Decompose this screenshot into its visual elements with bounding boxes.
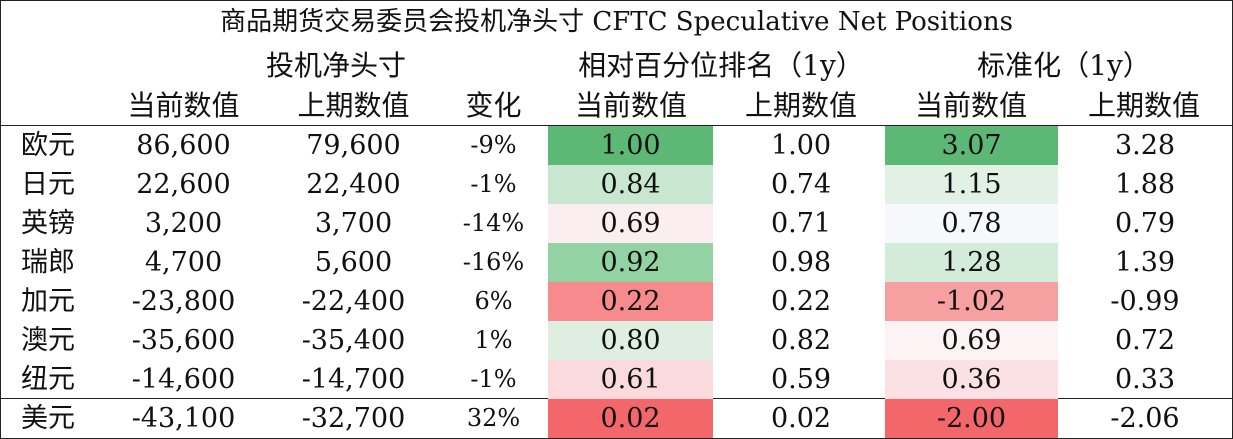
standardized-previous-value: 1.39 <box>1114 247 1176 278</box>
standardized-previous-value: 1.88 <box>1114 169 1176 200</box>
group-header-standardized: 标准化（1y） <box>977 49 1151 82</box>
table-row: 英镑 3,200 3,700 -14% 0.69 0.71 0.78 0.79 <box>1 204 1232 243</box>
header-divider <box>1 125 1232 126</box>
percentile-current-value: 0.84 <box>548 165 713 204</box>
standardized-previous-value: 0.33 <box>1114 364 1176 395</box>
currency-name: 瑞郎 <box>21 247 75 278</box>
net-current-value: -14,600 <box>131 364 236 395</box>
group-header-net-position: 投机净头寸 <box>265 49 406 82</box>
standardized-previous-value: 3.28 <box>1114 130 1176 161</box>
net-previous-value: -35,400 <box>301 325 406 356</box>
currency-name: 美元 <box>21 403 75 434</box>
net-previous-value: 22,400 <box>306 169 401 200</box>
currency-name: 日元 <box>21 169 75 200</box>
sub-header-std-previous: 上期数值 <box>1087 89 1200 122</box>
percentile-current-value: 0.02 <box>548 399 713 438</box>
sub-header-net-current: 当前数值 <box>127 89 240 122</box>
standardized-current-value: 0.78 <box>885 204 1058 243</box>
net-current-value: 22,600 <box>136 169 231 200</box>
standardized-current-value: -2.00 <box>885 399 1058 438</box>
change-value: -16% <box>462 248 525 276</box>
change-value: -14% <box>462 209 525 237</box>
standardized-current-value: 3.07 <box>885 126 1058 165</box>
net-previous-value: 3,700 <box>314 208 393 239</box>
net-current-value: 86,600 <box>136 130 231 161</box>
table-row: 美元 -43,100 -32,700 32% 0.02 0.02 -2.00 -2.06 <box>1 399 1232 438</box>
percentile-current-value: 0.69 <box>548 204 713 243</box>
percentile-current-value: 1.00 <box>548 126 713 165</box>
currency-name: 澳元 <box>21 325 75 356</box>
change-value: 1% <box>474 326 513 354</box>
standardized-previous-value: 0.79 <box>1114 208 1176 239</box>
percentile-previous-value: 0.02 <box>770 403 832 434</box>
percentile-previous-value: 0.82 <box>770 325 832 356</box>
change-value: -1% <box>470 365 517 393</box>
percentile-previous-value: 0.22 <box>770 286 832 317</box>
table-row: 瑞郎 4,700 5,600 -16% 0.92 0.98 1.28 1.39 <box>1 243 1232 282</box>
standardized-previous-value: -0.99 <box>1110 286 1180 317</box>
net-current-value: 4,700 <box>144 247 223 278</box>
table-row: 澳元 -35,600 -35,400 1% 0.80 0.82 0.69 0.72 <box>1 321 1232 360</box>
net-previous-value: -14,700 <box>301 364 406 395</box>
standardized-previous-value: 0.72 <box>1114 325 1176 356</box>
table-title: 商品期货交易委员会投机净头寸 CFTC Speculative Net Posi… <box>220 7 1013 37</box>
percentile-previous-value: 0.98 <box>770 247 832 278</box>
table-row: 日元 22,600 22,400 -1% 0.84 0.74 1.15 1.88 <box>1 165 1232 204</box>
sub-header-std-current: 当前数值 <box>914 89 1027 122</box>
standardized-current-value: 0.36 <box>885 360 1058 399</box>
percentile-previous-value: 0.59 <box>770 364 832 395</box>
percentile-current-value: 0.22 <box>548 282 713 321</box>
currency-name: 欧元 <box>21 130 75 161</box>
change-value: 32% <box>466 404 521 432</box>
percentile-previous-value: 0.74 <box>770 169 832 200</box>
sub-header-net-previous: 上期数值 <box>297 89 410 122</box>
net-current-value: -23,800 <box>131 286 236 317</box>
net-current-value: -43,100 <box>131 403 236 434</box>
change-value: 6% <box>474 287 513 315</box>
standardized-current-value: 1.28 <box>885 243 1058 282</box>
percentile-previous-value: 0.71 <box>770 208 832 239</box>
sub-header-pct-previous: 上期数值 <box>744 89 857 122</box>
table-row: 加元 -23,800 -22,400 6% 0.22 0.22 -1.02 -0.99 <box>1 282 1232 321</box>
table-row: 纽元 -14,600 -14,700 -1% 0.61 0.59 0.36 0.33 <box>1 360 1232 399</box>
sub-header-change: 变化 <box>465 89 522 122</box>
percentile-current-value: 0.80 <box>548 321 713 360</box>
change-value: -1% <box>470 170 517 198</box>
currency-name: 纽元 <box>21 364 75 395</box>
net-previous-value: -32,700 <box>301 403 406 434</box>
table-row: 欧元 86,600 79,600 -9% 1.00 1.00 3.07 3.28 <box>1 126 1232 165</box>
currency-name: 加元 <box>21 286 75 317</box>
percentile-previous-value: 1.00 <box>770 130 832 161</box>
net-current-value: -35,600 <box>131 325 236 356</box>
standardized-previous-value: -2.06 <box>1110 403 1180 434</box>
net-previous-value: 5,600 <box>314 247 393 278</box>
group-header-percentile: 相对百分位排名（1y） <box>578 49 864 82</box>
standardized-current-value: -1.02 <box>885 282 1058 321</box>
change-value: -9% <box>470 131 517 159</box>
percentile-current-value: 0.92 <box>548 243 713 282</box>
standardized-current-value: 0.69 <box>885 321 1058 360</box>
net-previous-value: 79,600 <box>306 130 401 161</box>
currency-name: 英镑 <box>21 208 75 239</box>
standardized-current-value: 1.15 <box>885 165 1058 204</box>
net-current-value: 3,200 <box>144 208 223 239</box>
percentile-current-value: 0.61 <box>548 360 713 399</box>
net-previous-value: -22,400 <box>301 286 406 317</box>
sub-header-pct-current: 当前数值 <box>574 89 687 122</box>
